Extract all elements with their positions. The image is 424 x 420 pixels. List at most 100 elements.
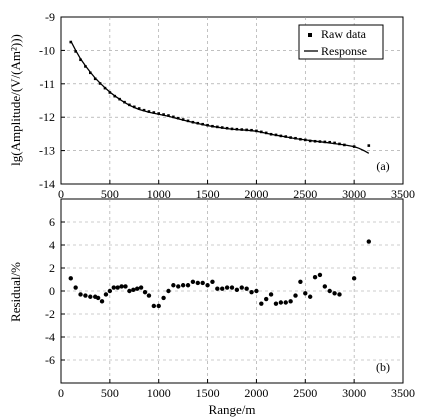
- panel-b-marks: [68, 239, 371, 309]
- x-tick-label: 1500: [196, 386, 220, 400]
- residual-point: [146, 293, 152, 298]
- panel-a-ticks: 0 500 1000 1500 2000 2500 3000 3500 -14 -13 -12 -11…: [39, 10, 415, 201]
- y-tick-label: -11: [39, 77, 55, 91]
- legend-box: [298, 24, 384, 60]
- residual-point: [273, 301, 279, 306]
- residual-point: [278, 300, 284, 305]
- y-tick-label: -6: [45, 353, 55, 367]
- panel-b-grid: [61, 199, 403, 383]
- panel-b: 0 500 1000 1500 2000 2500 3000 3500 -6 -4 -2 0 2 4 6 R…: [8, 198, 415, 417]
- panel-b-label: (b): [376, 360, 390, 374]
- residual-point: [95, 295, 101, 301]
- residual-point: [351, 276, 357, 281]
- y-tick-label: -2: [45, 307, 55, 321]
- raw-data-point: [167, 114, 170, 117]
- y-tick-label: 6: [49, 215, 55, 229]
- residual-point: [293, 293, 298, 298]
- residual-point: [131, 287, 136, 293]
- residual-point: [244, 286, 249, 291]
- residual-point: [103, 292, 109, 297]
- residual-point: [166, 288, 171, 294]
- residual-point: [224, 285, 230, 290]
- panel-b-ticks: 0 500 1000 1500 2000 2500 3000 3500 -6 -4 -2 0 2 4 6: [45, 215, 415, 400]
- residual-point: [156, 303, 161, 309]
- residual-point: [190, 279, 196, 284]
- y-tick-label: 0: [49, 284, 55, 298]
- residual-point: [195, 280, 200, 286]
- panel-a-marks: [69, 40, 371, 154]
- residual-point: [366, 239, 371, 244]
- panel-b-ylabel: Residual/%: [8, 262, 23, 322]
- x-tick-label: 3000: [342, 187, 366, 201]
- residual-point: [119, 284, 124, 289]
- residual-point: [185, 283, 191, 288]
- legend-raw-data-marker: [308, 33, 312, 37]
- residual-point: [322, 284, 328, 289]
- raw-data-point: [137, 107, 141, 110]
- raw-data-point: [333, 141, 336, 145]
- y-tick-label: -4: [45, 330, 55, 344]
- residual-point: [303, 291, 308, 296]
- residual-point: [332, 291, 337, 296]
- residual-point: [259, 301, 264, 306]
- residual-point: [135, 286, 140, 291]
- residual-point: [254, 288, 259, 294]
- residual-point: [288, 299, 293, 304]
- panel-a-frame: [60, 16, 404, 185]
- residual-point: [176, 284, 181, 289]
- residual-point: [215, 286, 220, 291]
- residual-point: [138, 285, 144, 290]
- residual-point: [220, 286, 225, 291]
- residual-point: [127, 288, 132, 294]
- x-tick-label: 1000: [147, 187, 171, 201]
- residual-point: [115, 285, 120, 290]
- y-tick-label: -9: [45, 10, 55, 24]
- residual-point: [239, 285, 244, 290]
- residual-point: [78, 292, 83, 297]
- residual-point: [283, 300, 288, 305]
- x-tick-label: 0: [58, 187, 64, 201]
- raw-data-point: [147, 110, 151, 113]
- residual-point: [83, 293, 88, 298]
- raw-data-point: [172, 115, 175, 119]
- residual-point: [180, 283, 186, 288]
- residual-point: [205, 283, 210, 288]
- residual-point: [161, 295, 166, 301]
- raw-data-point: [142, 108, 146, 112]
- residual-point: [327, 288, 332, 294]
- x-tick-label: 3500: [391, 386, 415, 400]
- residual-point: [210, 279, 215, 284]
- residual-point: [268, 292, 274, 297]
- residual-point: [107, 288, 113, 294]
- raw-data-point: [176, 116, 180, 120]
- x-tick-label: 2000: [244, 386, 268, 400]
- panel-a-legend: Raw data Response: [298, 24, 384, 60]
- residual-point: [123, 284, 128, 289]
- y-tick-label: -10: [39, 43, 55, 57]
- residual-point: [200, 280, 205, 286]
- residual-point: [171, 283, 176, 288]
- residual-point: [234, 287, 240, 293]
- residual-point: [111, 285, 116, 290]
- residual-point: [99, 299, 105, 304]
- residual-point: [312, 275, 318, 280]
- raw-data-point: [157, 112, 161, 115]
- residual-point: [73, 285, 78, 290]
- x-tick-label: 2500: [293, 386, 317, 400]
- y-tick-label: 2: [49, 261, 55, 275]
- raw-data-point: [367, 144, 371, 147]
- panel-a-grid: [61, 17, 403, 184]
- residual-point: [229, 285, 235, 290]
- y-tick-label: -12: [39, 110, 55, 124]
- residual-point: [337, 292, 342, 297]
- residual-point: [88, 294, 93, 299]
- x-tick-label: 500: [101, 386, 119, 400]
- x-tick-label: 1500: [196, 187, 220, 201]
- residual-point: [151, 303, 157, 309]
- panel-b-xlabel: Range/m: [209, 402, 256, 417]
- residual-point: [307, 294, 313, 299]
- residual-point: [317, 272, 323, 278]
- y-tick-label: -13: [39, 144, 55, 158]
- legend-raw-data-label: Raw data: [321, 27, 367, 41]
